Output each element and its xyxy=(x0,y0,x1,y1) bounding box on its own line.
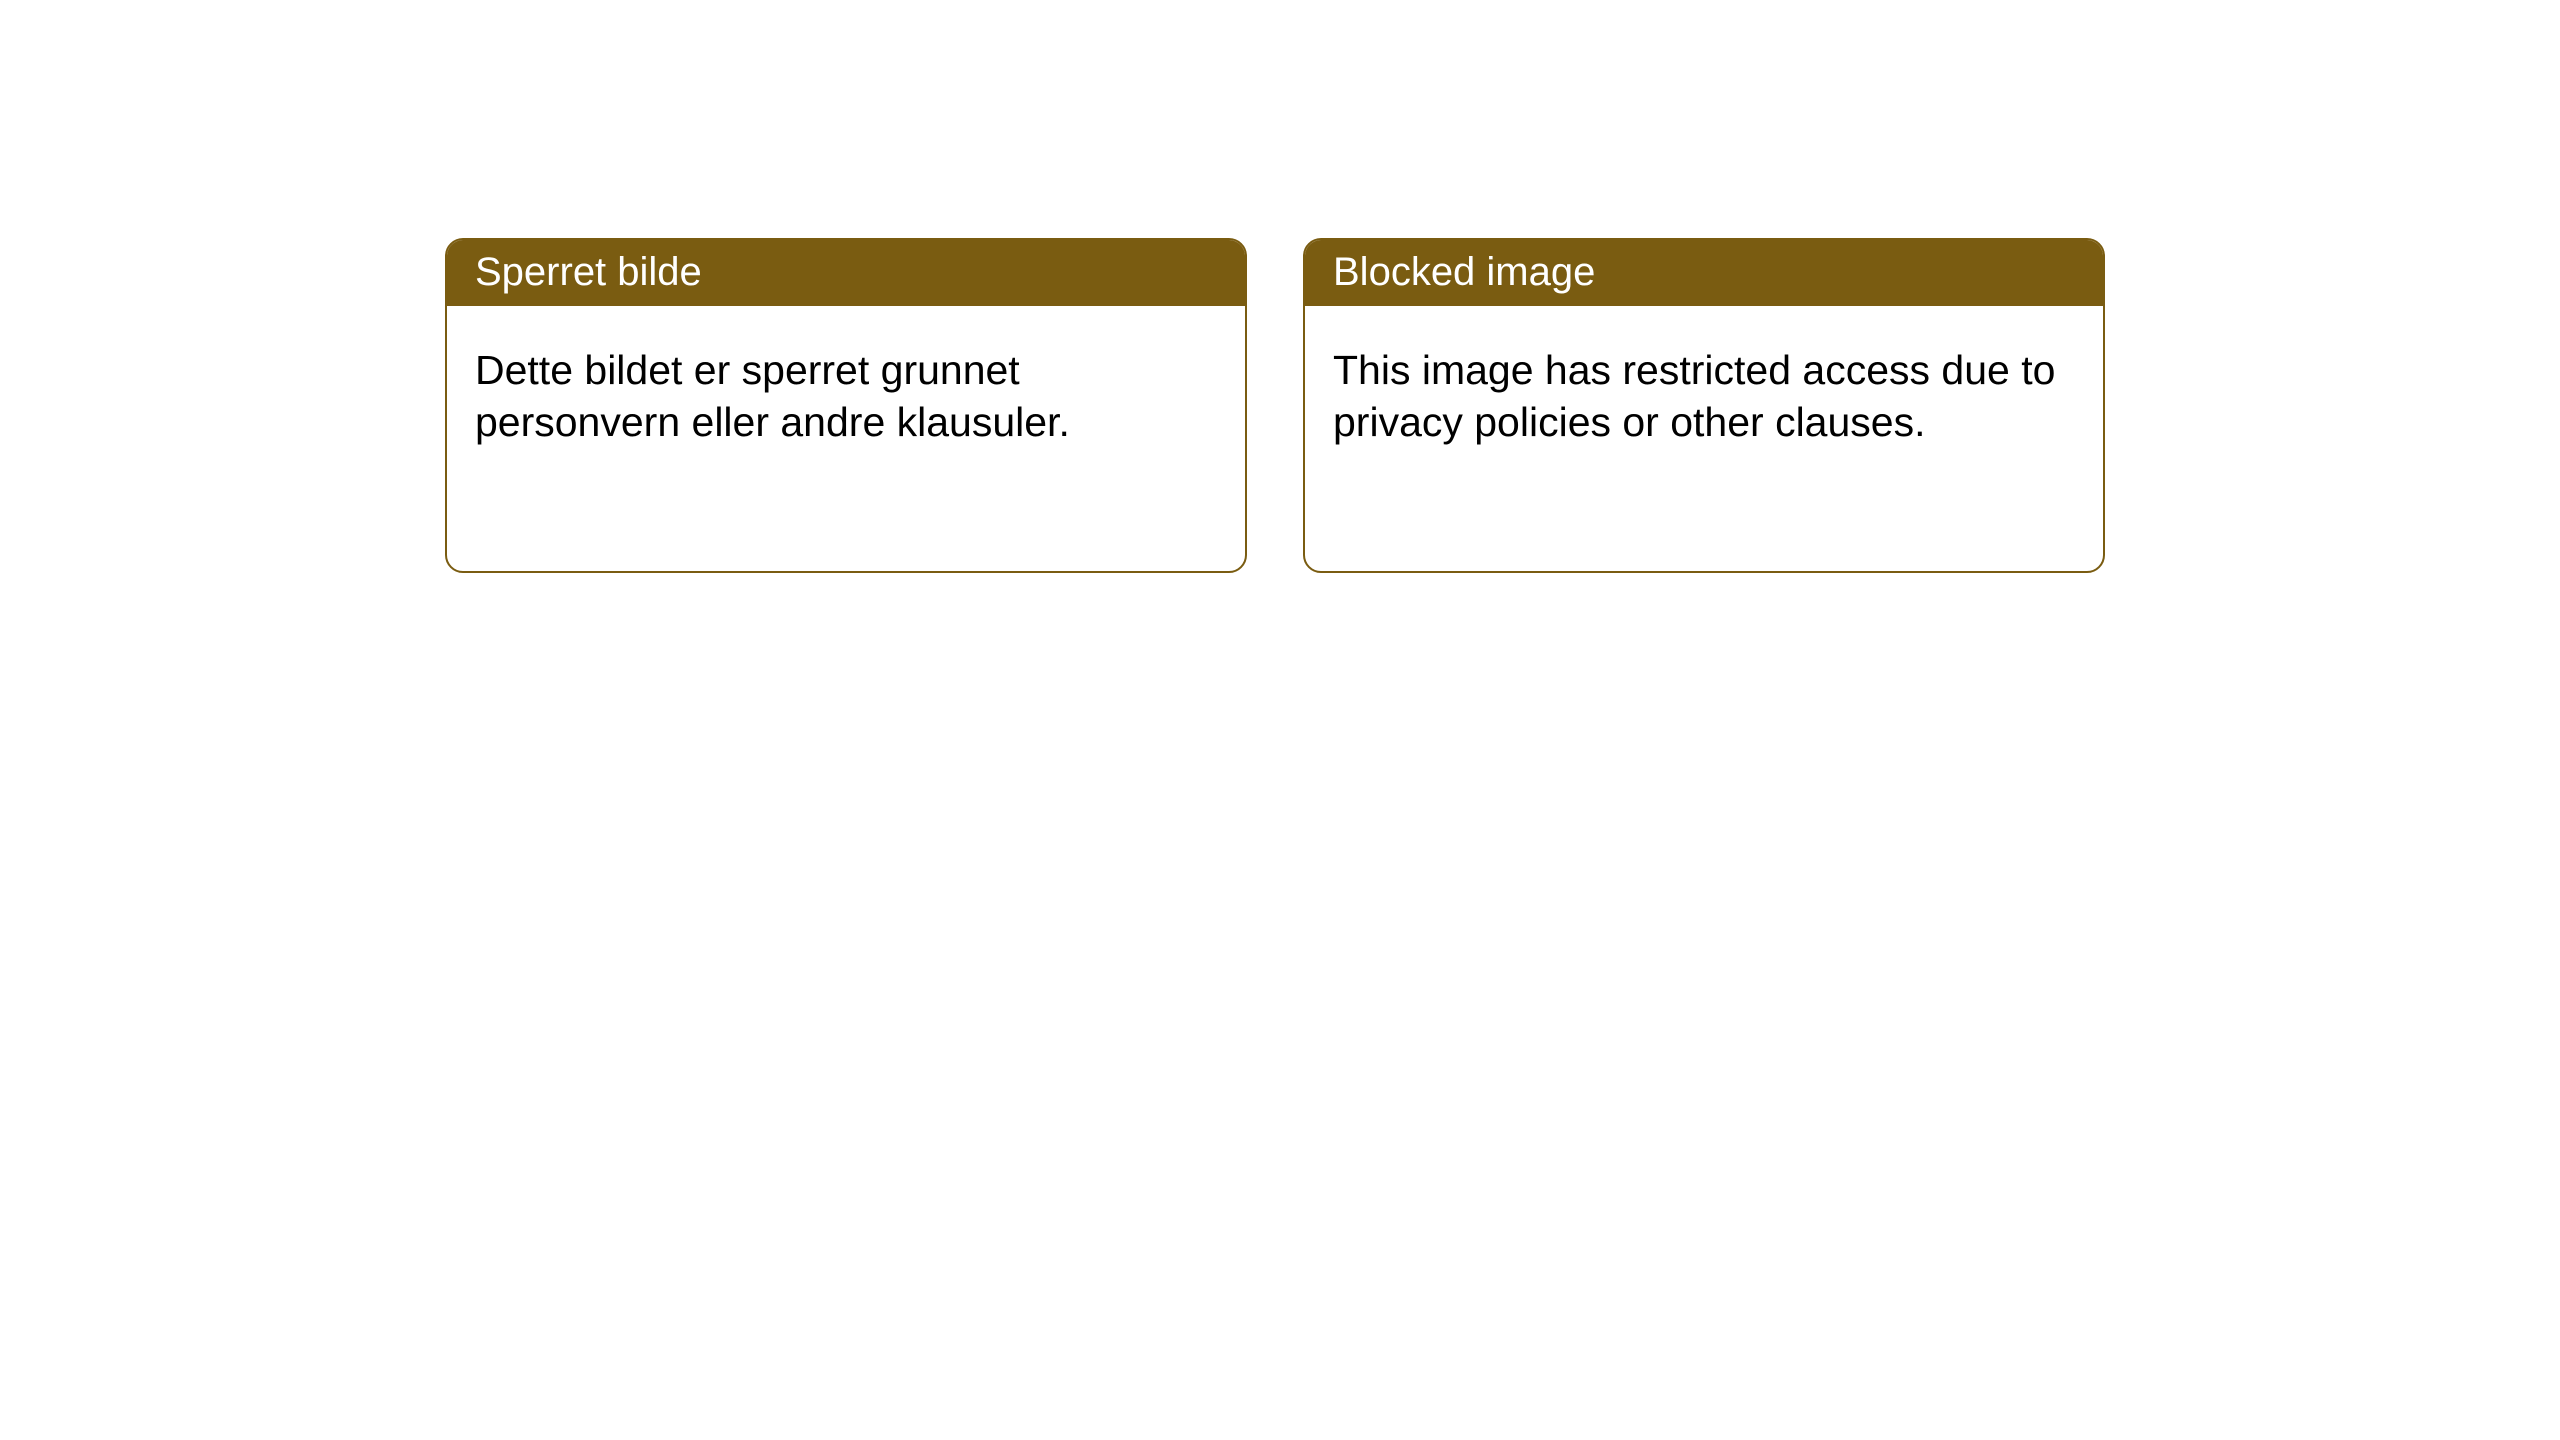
notice-title: Sperret bilde xyxy=(447,240,1245,306)
notice-body: Dette bildet er sperret grunnet personve… xyxy=(447,306,1245,477)
notice-card-english: Blocked image This image has restricted … xyxy=(1303,238,2105,573)
notice-body: This image has restricted access due to … xyxy=(1305,306,2103,477)
notice-container: Sperret bilde Dette bildet er sperret gr… xyxy=(0,0,2560,573)
notice-title: Blocked image xyxy=(1305,240,2103,306)
notice-card-norwegian: Sperret bilde Dette bildet er sperret gr… xyxy=(445,238,1247,573)
